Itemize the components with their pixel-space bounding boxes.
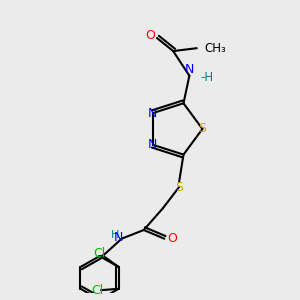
Text: N: N [185, 63, 194, 76]
Text: Cl: Cl [92, 284, 104, 297]
Text: S: S [175, 182, 183, 194]
Text: N: N [148, 106, 158, 120]
Text: N: N [114, 231, 123, 244]
Text: Cl: Cl [93, 247, 105, 260]
Text: N: N [148, 138, 158, 151]
Text: O: O [146, 28, 155, 42]
Text: CH₃: CH₃ [204, 42, 226, 55]
Text: S: S [198, 122, 206, 135]
Text: H: H [111, 230, 119, 240]
Text: O: O [167, 232, 177, 245]
Text: -H: -H [201, 71, 214, 84]
